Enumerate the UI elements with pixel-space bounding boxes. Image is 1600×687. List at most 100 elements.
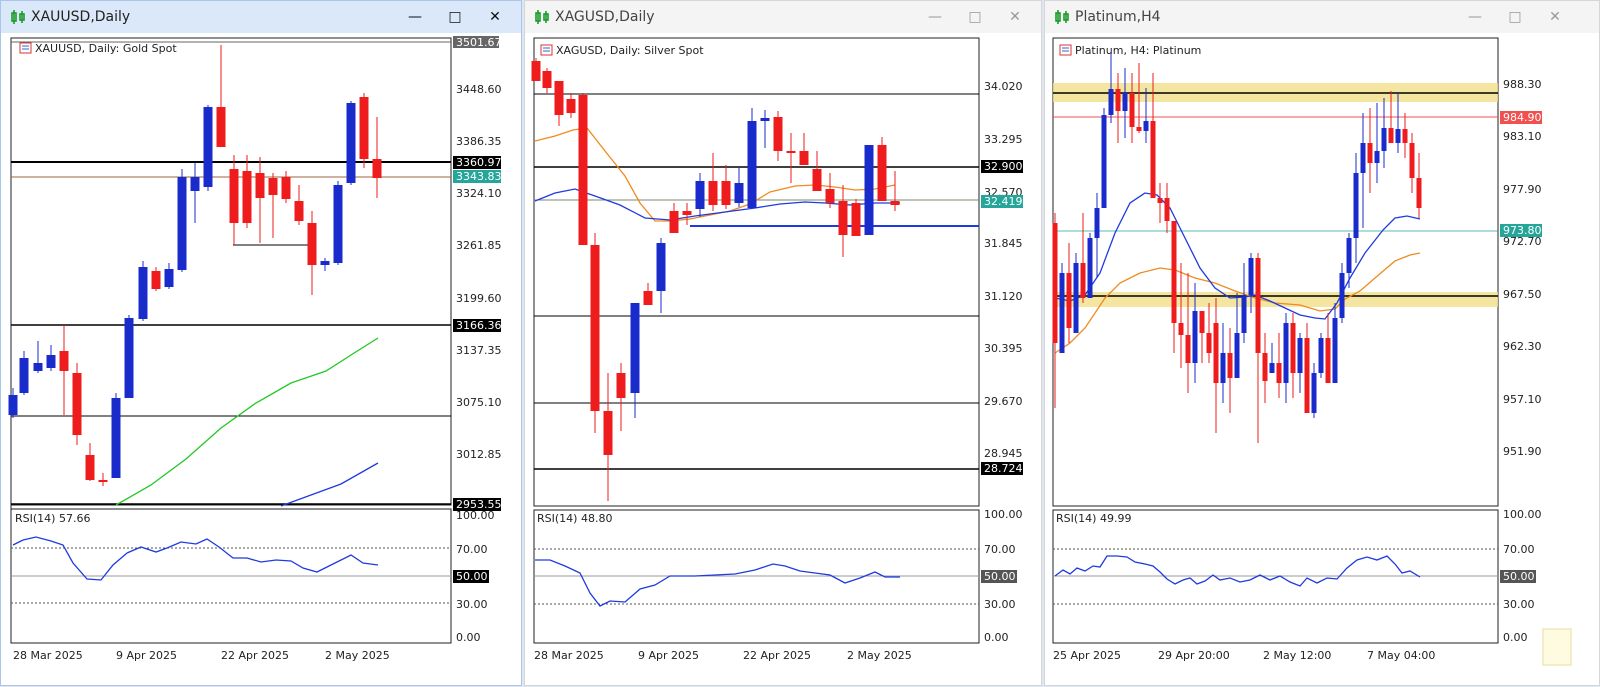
- candle-body: [1213, 323, 1219, 383]
- candle-body: [1157, 198, 1163, 203]
- candle-body: [1115, 89, 1121, 111]
- price-tick-label: 967.50: [1503, 288, 1542, 301]
- candle-body: [138, 267, 148, 319]
- candle-body: [734, 183, 744, 203]
- chart-window-xagusd[interactable]: XAGUSD,Daily — □ ✕ XAGUSD, Daily: Silver…: [524, 0, 1042, 686]
- rsi-tick-label: 0.00: [1503, 631, 1528, 644]
- window-titlebar[interactable]: Platinum,H4 — □ ✕: [1045, 1, 1599, 33]
- chart-area[interactable]: XAUUSD, Daily: Gold Spot 3501.67 3448.60…: [1, 33, 521, 687]
- price-highlight-label: 2953.55: [456, 498, 502, 511]
- candle-body: [1374, 151, 1380, 163]
- close-icon[interactable]: ✕: [1549, 9, 1561, 25]
- moving-average-green: [115, 337, 379, 506]
- candle-body: [877, 145, 887, 201]
- price-tick-label: 28.945: [984, 447, 1023, 460]
- candle-body: [630, 303, 640, 393]
- window-title: Platinum,H4: [1075, 9, 1161, 25]
- candle-body: [656, 243, 666, 291]
- maximize-icon[interactable]: □: [968, 9, 982, 25]
- price-tick-label: 3324.10: [456, 187, 502, 200]
- date-label: 9 Apr 2025: [116, 649, 177, 662]
- window-titlebar[interactable]: XAUUSD,Daily — □ ✕: [1, 1, 521, 33]
- chart-symbol-label: XAGUSD, Daily: Silver Spot: [540, 44, 704, 57]
- chart-area[interactable]: Platinum, H4: Platinum 988.30 983.10 977…: [1045, 33, 1599, 687]
- candle-body: [603, 411, 613, 455]
- rsi-label: RSI(14) 48.80: [537, 512, 612, 525]
- rsi-tick-label: 100.00: [456, 509, 495, 522]
- close-icon[interactable]: ✕: [489, 9, 501, 25]
- candle-body: [1325, 338, 1331, 383]
- candle-body: [838, 201, 848, 235]
- price-tick-label: 30.395: [984, 342, 1023, 355]
- candle-body: [19, 358, 29, 393]
- candle-body: [268, 178, 278, 195]
- candle-body: [786, 151, 796, 153]
- candle-body: [124, 318, 134, 398]
- candle-body: [682, 211, 692, 215]
- candle-body: [1297, 338, 1303, 373]
- date-axis: 28 Mar 2025 9 Apr 2025 22 Apr 2025 2 May…: [534, 649, 912, 662]
- chart-window-xauusd[interactable]: XAUUSD,Daily — □ ✕ XAUUSD, Daily: Gold S…: [0, 0, 522, 686]
- minimize-icon[interactable]: —: [408, 9, 422, 25]
- candle-body: [1059, 273, 1065, 353]
- rsi-panel: RSI(14) 49.99 100.00 70.00 50.00 30.00 0…: [1053, 508, 1542, 644]
- rsi-panel: RSI(14) 48.80 100.00 70.00 50.00 30.00 0…: [534, 508, 1023, 644]
- candle-body: [229, 169, 239, 223]
- rsi-tick-label: 0.00: [984, 631, 1009, 644]
- candle-body: [281, 177, 291, 199]
- price-axis: 988.30 983.10 977.90 972.70 967.50 962.3…: [1500, 78, 1542, 458]
- window-title: XAUUSD,Daily: [31, 9, 131, 25]
- candle-body: [8, 395, 18, 415]
- minimize-icon[interactable]: —: [928, 9, 942, 25]
- candle-body: [616, 373, 626, 398]
- date-label: 28 Mar 2025: [13, 649, 83, 662]
- price-tick-label: 951.90: [1503, 445, 1542, 458]
- window-titlebar[interactable]: XAGUSD,Daily — □ ✕: [525, 1, 1041, 33]
- candle-body: [242, 171, 252, 223]
- rsi-label: RSI(14) 57.66: [15, 512, 90, 525]
- maximize-icon[interactable]: □: [1508, 9, 1522, 25]
- candle-body: [1360, 143, 1366, 173]
- chart-area[interactable]: XAGUSD, Daily: Silver Spot 34.020 33.295…: [525, 33, 1041, 687]
- chart-window-platinum[interactable]: Platinum,H4 — □ ✕ Platinum, H4: Platinum…: [1044, 0, 1600, 686]
- candle-body: [1367, 143, 1373, 163]
- rsi-tick-label: 70.00: [984, 543, 1016, 556]
- support-zone[interactable]: [1053, 292, 1498, 307]
- date-label: 22 Apr 2025: [743, 649, 811, 662]
- maximize-icon[interactable]: □: [448, 9, 462, 25]
- rsi-tick-label: 0.00: [456, 631, 481, 644]
- candle-body: [825, 189, 835, 203]
- close-icon[interactable]: ✕: [1009, 9, 1021, 25]
- price-highlight-label: 3166.36: [456, 319, 502, 332]
- candle-body: [1402, 129, 1408, 143]
- price-highlight-label: 28.724: [984, 462, 1023, 475]
- candle-body: [1262, 353, 1268, 381]
- candle-body: [346, 103, 356, 183]
- candle-body: [1178, 323, 1184, 335]
- candle-body: [333, 185, 343, 263]
- rsi-tick-label: 50.00: [984, 570, 1016, 583]
- candle-body: [1381, 128, 1387, 151]
- price-tick-label: 3261.85: [456, 239, 502, 252]
- candle-body: [1346, 238, 1352, 273]
- candle-body: [1255, 258, 1261, 353]
- candle-body: [307, 223, 317, 265]
- price-tick-label: 3012.85: [456, 448, 502, 461]
- price-axis: 3501.67 3448.60 3386.35 3324.10 3261.85 …: [453, 36, 502, 511]
- candle-body: [372, 159, 382, 178]
- rsi-tick-label: 70.00: [1503, 543, 1535, 556]
- candle-body: [773, 117, 783, 151]
- candle-body: [1052, 223, 1058, 343]
- candle-body: [255, 173, 265, 198]
- rsi-tick-label: 70.00: [456, 543, 488, 556]
- candle-body: [177, 177, 187, 270]
- rsi-tick-label: 50.00: [1503, 570, 1535, 583]
- candle-body: [669, 211, 679, 233]
- candles: [1052, 53, 1422, 443]
- candle-body: [1122, 93, 1128, 111]
- minimize-icon[interactable]: —: [1468, 9, 1482, 25]
- rsi-tick-label: 100.00: [984, 508, 1023, 521]
- candle-body: [1101, 115, 1107, 208]
- candle-body: [1073, 263, 1079, 333]
- candle-body: [1129, 93, 1135, 127]
